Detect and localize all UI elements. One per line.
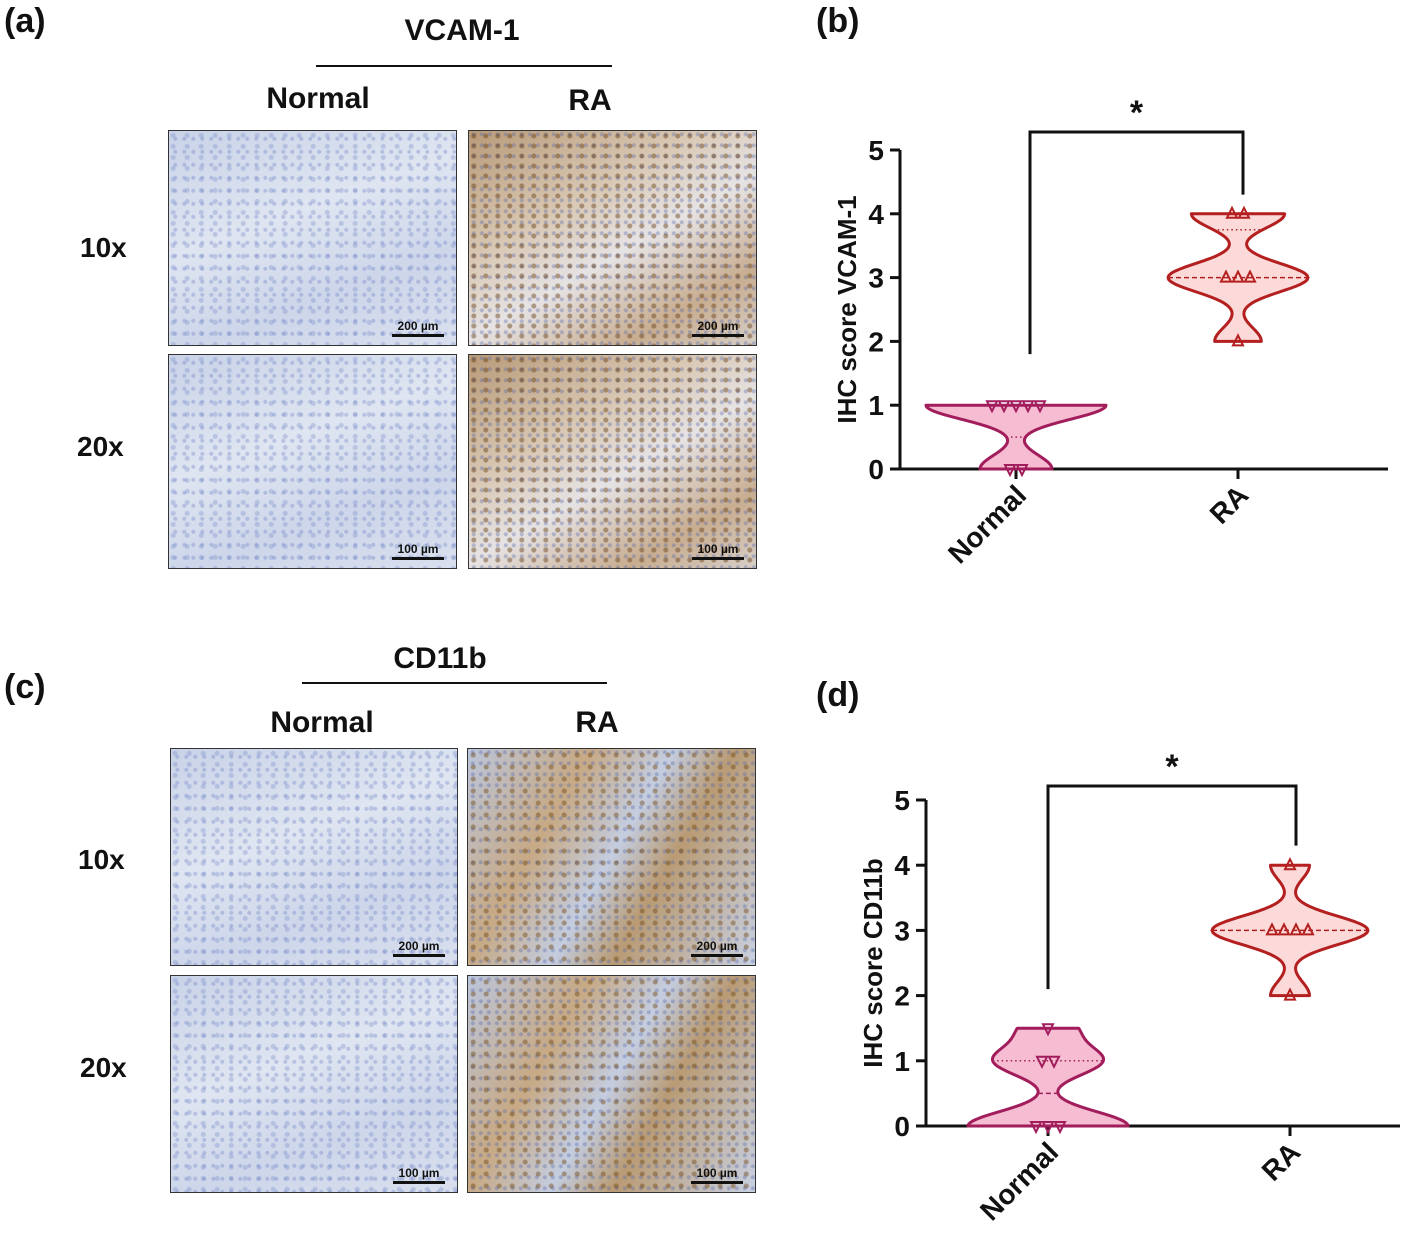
scale-label: 200 µm — [398, 939, 440, 953]
scale-bar: 100 µm — [393, 1166, 445, 1184]
row-label-10x: 10x — [80, 232, 127, 263]
y-tick-label: 0 — [868, 454, 884, 485]
scale-bar: 100 µm — [692, 542, 744, 560]
y-tick-label: 3 — [894, 915, 910, 946]
data-point — [1225, 205, 1239, 219]
scale-label: 100 µm — [696, 1166, 738, 1180]
header-line — [302, 682, 607, 684]
scale-label: 200 µm — [397, 319, 439, 333]
violin-ra — [1166, 212, 1310, 343]
panel-label-d: (d) — [816, 676, 860, 714]
y-tick-label: 4 — [868, 199, 884, 230]
micrograph-vcam1-ra-10x: 200 µm — [468, 130, 757, 346]
scale-label: 200 µm — [696, 939, 738, 953]
micrograph-cd11b-ra-10x: 200 µm — [467, 748, 756, 966]
y-axis-label: IHC score VCAM-1 — [832, 195, 862, 423]
y-axis-label: IHC score CD11b — [858, 858, 888, 1068]
column-label-normal: Normal — [266, 82, 370, 115]
x-tick-label: Normal — [942, 479, 1032, 569]
scale-bar: 100 µm — [691, 1166, 743, 1184]
data-point — [1283, 856, 1297, 871]
scale-bar: 200 µm — [692, 319, 744, 337]
y-tick-label: 4 — [894, 850, 910, 881]
scale-bar: 100 µm — [392, 542, 444, 560]
x-tick-label: RA — [1204, 479, 1255, 530]
data-point — [1289, 922, 1303, 936]
y-tick-label: 5 — [868, 135, 884, 166]
data-point — [1265, 922, 1279, 936]
data-point — [997, 400, 1011, 414]
y-tick-label: 0 — [894, 1111, 910, 1142]
marker-title-cd11b: CD11b — [393, 642, 487, 675]
scale-bar: 200 µm — [392, 319, 444, 337]
micrograph-cd11b-ra-20x: 100 µm — [467, 975, 756, 1193]
data-point — [1237, 205, 1251, 219]
panel-label-a: (a) — [4, 2, 46, 40]
micrograph-vcam1-ra-20x: 100 µm — [468, 354, 757, 569]
chart-d: 0 1 2 3 4 5 IHC score CD11b Normal RA * — [858, 748, 1400, 1226]
y-tick-label: 5 — [894, 785, 910, 816]
row-label-20x: 20x — [77, 431, 124, 462]
data-point — [1243, 269, 1257, 283]
micrograph-vcam1-normal-10x: 200 µm — [168, 130, 457, 346]
panel-label-c: (c) — [4, 668, 46, 706]
scale-label: 100 µm — [398, 1166, 440, 1180]
marker-title-vcam1: VCAM-1 — [404, 14, 520, 47]
x-tick-label: RA — [1256, 1136, 1307, 1187]
data-point — [1053, 1121, 1067, 1135]
data-point — [1219, 269, 1233, 283]
significance-bracket — [1028, 130, 1245, 355]
significance-bracket — [1046, 784, 1298, 990]
data-point — [985, 400, 999, 414]
column-label-ra: RA — [575, 706, 619, 739]
scale-label: 100 µm — [697, 542, 739, 556]
micrograph-cd11b-normal-10x: 200 µm — [170, 748, 458, 966]
y-tick-label: 1 — [894, 1046, 910, 1077]
data-point — [1231, 333, 1245, 347]
data-point — [1301, 922, 1315, 936]
data-point — [1009, 400, 1023, 414]
row-label-10x: 10x — [78, 844, 125, 875]
y-tick-label: 1 — [868, 390, 884, 421]
data-point — [1047, 1055, 1061, 1070]
data-point — [1231, 269, 1245, 283]
scale-label: 200 µm — [697, 319, 739, 333]
data-point — [1035, 1055, 1049, 1070]
panel-label-b: (b) — [816, 2, 860, 40]
column-label-ra: RA — [568, 84, 612, 117]
data-point — [1021, 400, 1035, 414]
data-point — [1033, 400, 1047, 414]
data-point — [1041, 1121, 1055, 1135]
violin-normal — [966, 1026, 1130, 1128]
significance-star: * — [1165, 748, 1179, 786]
y-tick-label: 2 — [868, 326, 884, 357]
y-tick-label: 3 — [868, 263, 884, 294]
scale-bar: 200 µm — [393, 939, 445, 957]
column-label-normal: Normal — [270, 706, 374, 739]
significance-star: * — [1130, 94, 1144, 132]
scale-bar: 200 µm — [691, 939, 743, 957]
data-point — [1015, 464, 1029, 478]
header-line — [316, 65, 612, 67]
x-tick-label: Normal — [974, 1136, 1064, 1226]
y-tick-label: 2 — [894, 981, 910, 1012]
row-label-20x: 20x — [80, 1052, 127, 1083]
micrograph-cd11b-normal-20x: 100 µm — [170, 975, 458, 1193]
micrograph-vcam1-normal-20x: 100 µm — [168, 354, 457, 569]
data-point — [1283, 987, 1297, 1001]
data-point — [1041, 1023, 1055, 1037]
data-point — [1003, 464, 1017, 478]
scale-label: 100 µm — [397, 542, 439, 556]
violin-ra — [1210, 863, 1370, 998]
data-point — [1277, 922, 1291, 936]
data-point — [1029, 1121, 1043, 1135]
